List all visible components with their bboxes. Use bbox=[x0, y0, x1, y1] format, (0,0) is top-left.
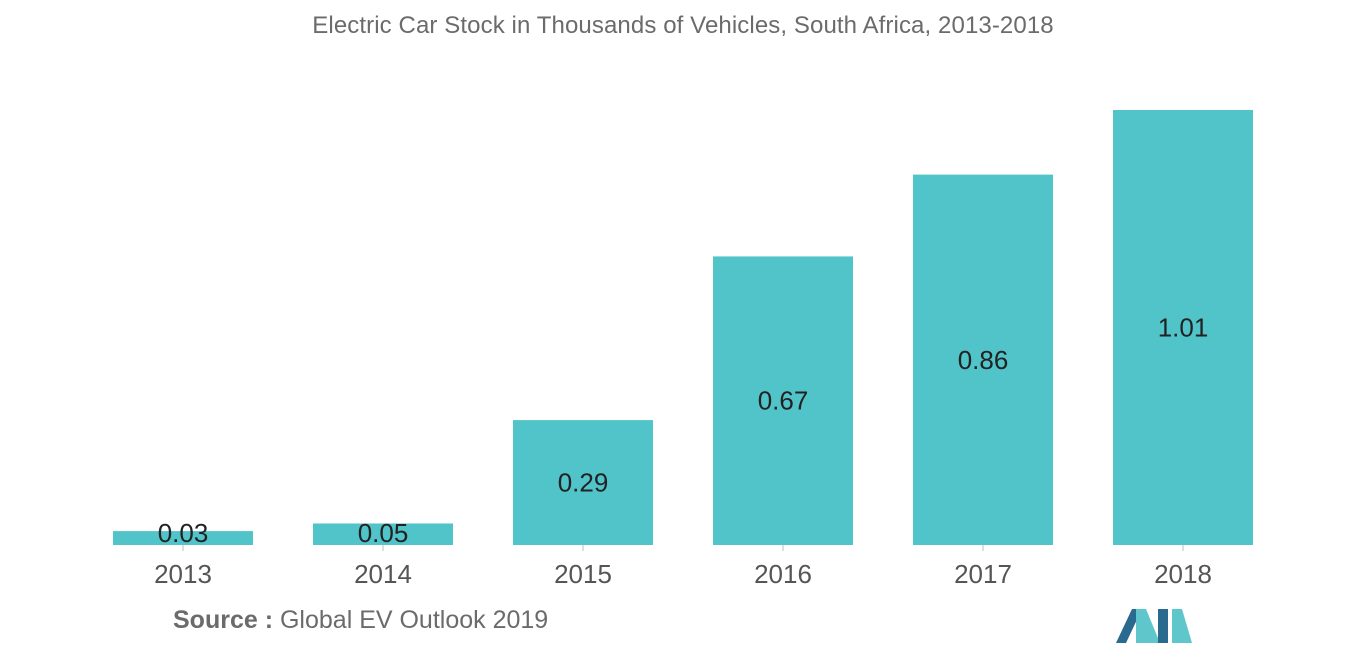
bar-2016 bbox=[713, 256, 853, 545]
logo-right-light-shape bbox=[1172, 609, 1192, 643]
value-label-2016: 0.67 bbox=[758, 386, 809, 416]
x-tick-label-2014: 2014 bbox=[354, 559, 412, 589]
bar-2014 bbox=[313, 523, 453, 545]
logo-left-shape bbox=[1116, 609, 1142, 643]
bar-chart: 0.03 0.050.290.670.861.01 2013 2014 2015 201… bbox=[113, 110, 1253, 589]
x-axis-layer: 2013 2014 2015 2016 2017 2018 bbox=[154, 545, 1212, 589]
value-label-2018: 1.01 bbox=[1158, 313, 1209, 343]
source-text: Global EV Outlook 2019 bbox=[279, 606, 549, 634]
bar-2017 bbox=[913, 174, 1053, 546]
source-label: Source : bbox=[173, 606, 274, 634]
value-label-2013: 0.03 bbox=[158, 518, 209, 548]
value-label-2014: 0.05 bbox=[358, 518, 409, 548]
x-tick-label-2015: 2015 bbox=[554, 559, 612, 589]
bar-2015 bbox=[513, 420, 653, 545]
value-label-2017: 0.86 bbox=[958, 345, 1009, 375]
logo-middle-shape bbox=[1136, 609, 1160, 643]
x-tick-label-2016: 2016 bbox=[754, 559, 812, 589]
brand-logo-icon bbox=[1116, 609, 1192, 643]
bar-2013 bbox=[113, 531, 253, 545]
logo-right-dark-shape bbox=[1158, 609, 1168, 643]
x-tick-label-2018: 2018 bbox=[1154, 559, 1212, 589]
x-tick-label-2013: 2013 bbox=[154, 559, 212, 589]
x-tick-label-2017: 2017 bbox=[954, 559, 1012, 589]
source-note: Source : Global EV Outlook 2019 bbox=[173, 606, 548, 635]
value-label-2015: 0.29 bbox=[558, 468, 609, 498]
bars-layer bbox=[113, 110, 1253, 546]
chart-title: Electric Car Stock in Thousands of Vehic… bbox=[312, 12, 1054, 39]
value-labels-layer: 0.03 0.05 0.29 0.67 0.86 1.01 bbox=[158, 313, 1209, 549]
bar-2018 bbox=[1113, 110, 1253, 545]
